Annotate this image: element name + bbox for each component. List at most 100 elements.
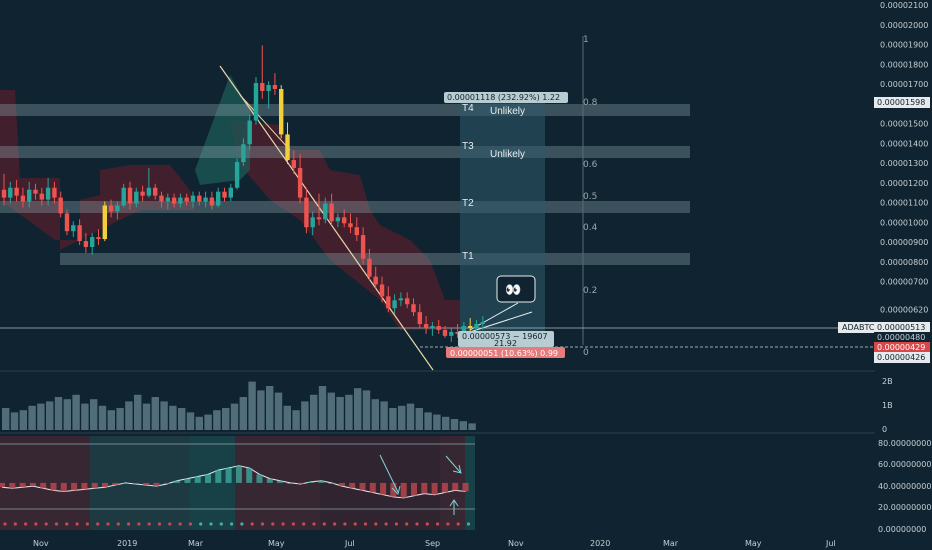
volume-bar bbox=[239, 397, 247, 430]
osc-tick-20: 20.00000000 bbox=[878, 503, 931, 512]
candle-body bbox=[153, 187, 158, 196]
candle-body bbox=[83, 241, 89, 247]
oscillator-series bbox=[0, 465, 471, 526]
volume-bar bbox=[222, 408, 230, 430]
oscillator-dot bbox=[405, 522, 409, 526]
volume-series bbox=[2, 381, 476, 430]
volume-bar bbox=[2, 408, 10, 430]
candle-body bbox=[266, 85, 271, 91]
fib-level-0-8: 0.8 bbox=[583, 98, 598, 108]
candle-body bbox=[209, 197, 215, 206]
candle-body bbox=[197, 195, 202, 202]
oscillator-dot bbox=[3, 522, 7, 526]
oscillator-histogram-bar bbox=[297, 482, 304, 484]
time-axis[interactable]: Nov 2019 Mar May Jul Sep Nov 2020 Mar May Jul bbox=[33, 539, 836, 548]
volume-bar bbox=[257, 390, 265, 430]
time-tick: Sep bbox=[425, 539, 440, 548]
candle-body bbox=[398, 298, 404, 301]
oscillator-dot bbox=[24, 522, 28, 526]
oscillator-dot bbox=[363, 522, 368, 526]
time-tick: Nov bbox=[508, 539, 524, 548]
oscillator-histogram-bar bbox=[132, 482, 139, 484]
target-label-t3: T3 bbox=[462, 141, 474, 152]
oscillator-histogram-bar bbox=[359, 482, 366, 491]
symbol-tag bbox=[838, 322, 874, 333]
trend-line-short[interactable] bbox=[239, 94, 291, 151]
candle-body bbox=[342, 217, 347, 224]
oscillator-histogram-bar bbox=[19, 482, 26, 488]
oscillator-histogram-bar bbox=[102, 482, 108, 488]
candle-body bbox=[108, 205, 114, 212]
candle-body bbox=[405, 298, 410, 305]
oscillator-dot bbox=[333, 522, 337, 526]
candle-body bbox=[178, 197, 183, 204]
candle-body bbox=[222, 191, 227, 198]
volume-bar bbox=[310, 394, 318, 430]
osc-tick-0: 0.00000000 bbox=[878, 525, 926, 534]
oscillator-histogram-bar bbox=[421, 482, 428, 494]
volume-bar bbox=[283, 405, 291, 430]
fib-level-0-6: 0.6 bbox=[583, 160, 598, 170]
oscillator-dot bbox=[147, 522, 151, 526]
price-tick: 0.00001000 bbox=[880, 218, 928, 227]
volume-bar bbox=[450, 419, 459, 430]
candle-body bbox=[71, 225, 76, 232]
candle-body bbox=[348, 223, 353, 228]
oscillator-dot bbox=[260, 522, 265, 526]
candle-body bbox=[102, 205, 107, 240]
oscillator-histogram-bar bbox=[338, 482, 345, 487]
price-tick: 0.00000800 bbox=[880, 258, 928, 267]
oscillator-histogram-bar bbox=[225, 467, 232, 483]
oscillator-dot bbox=[446, 522, 450, 526]
volume-bar bbox=[248, 381, 256, 430]
price-axis[interactable]: 0.00002100 0.00002000 0.00001900 0.00001800… bbox=[880, 1, 928, 339]
candle-body bbox=[64, 213, 70, 232]
volume-bar bbox=[327, 392, 335, 430]
candle-body bbox=[216, 191, 221, 206]
candle-body bbox=[39, 193, 44, 200]
target-price-label: 0.00001598 bbox=[877, 98, 925, 107]
oscillator-dot bbox=[312, 522, 316, 526]
time-tick: May bbox=[268, 539, 285, 548]
candle-body bbox=[379, 284, 385, 297]
candle-body bbox=[14, 187, 19, 196]
time-tick: Jul bbox=[825, 539, 836, 548]
candle-body bbox=[159, 195, 164, 202]
oscillator-histogram-bar bbox=[60, 482, 67, 492]
volume-bar bbox=[46, 401, 54, 430]
oscillator-line bbox=[1, 465, 466, 499]
oscillator-dot bbox=[44, 522, 48, 526]
candle-body bbox=[310, 217, 315, 228]
time-tick: Jul bbox=[344, 539, 355, 548]
oscillator-histogram-bar bbox=[184, 478, 191, 483]
candle-body bbox=[430, 325, 435, 328]
oscillator-histogram-bar bbox=[349, 482, 356, 489]
volume-bar bbox=[195, 416, 203, 430]
price-tick: 0.00002000 bbox=[880, 21, 928, 30]
marker-429-bg bbox=[874, 342, 930, 353]
candle-body bbox=[20, 195, 26, 202]
target-label-t1: T1 bbox=[462, 251, 474, 262]
volume-bar bbox=[204, 414, 212, 430]
volume-bar bbox=[81, 403, 89, 430]
oscillator-histogram-bar bbox=[174, 480, 181, 483]
time-tick: 2019 bbox=[117, 539, 137, 548]
candle-body bbox=[360, 235, 366, 259]
oscillator-dot bbox=[250, 522, 254, 526]
candle-body bbox=[411, 304, 416, 313]
oscillator-histogram-bar bbox=[287, 482, 294, 484]
marker-429-label: 0.00000429 bbox=[877, 343, 925, 352]
volume-bar bbox=[371, 399, 379, 430]
candle-body bbox=[468, 325, 473, 328]
callout-pointer-2 bbox=[469, 311, 533, 333]
candle-body bbox=[127, 187, 133, 204]
ichimoku-cloud bbox=[0, 75, 460, 330]
price-tick: 0.00000620 bbox=[880, 305, 928, 314]
target-label-t4: T4 bbox=[462, 103, 474, 114]
marker-426-bg bbox=[874, 352, 930, 363]
measure-bottom-box bbox=[446, 347, 565, 358]
volume-bar bbox=[336, 397, 344, 430]
oscillator-histogram-bar bbox=[400, 482, 407, 498]
oscillator-histogram-bar bbox=[246, 467, 253, 483]
